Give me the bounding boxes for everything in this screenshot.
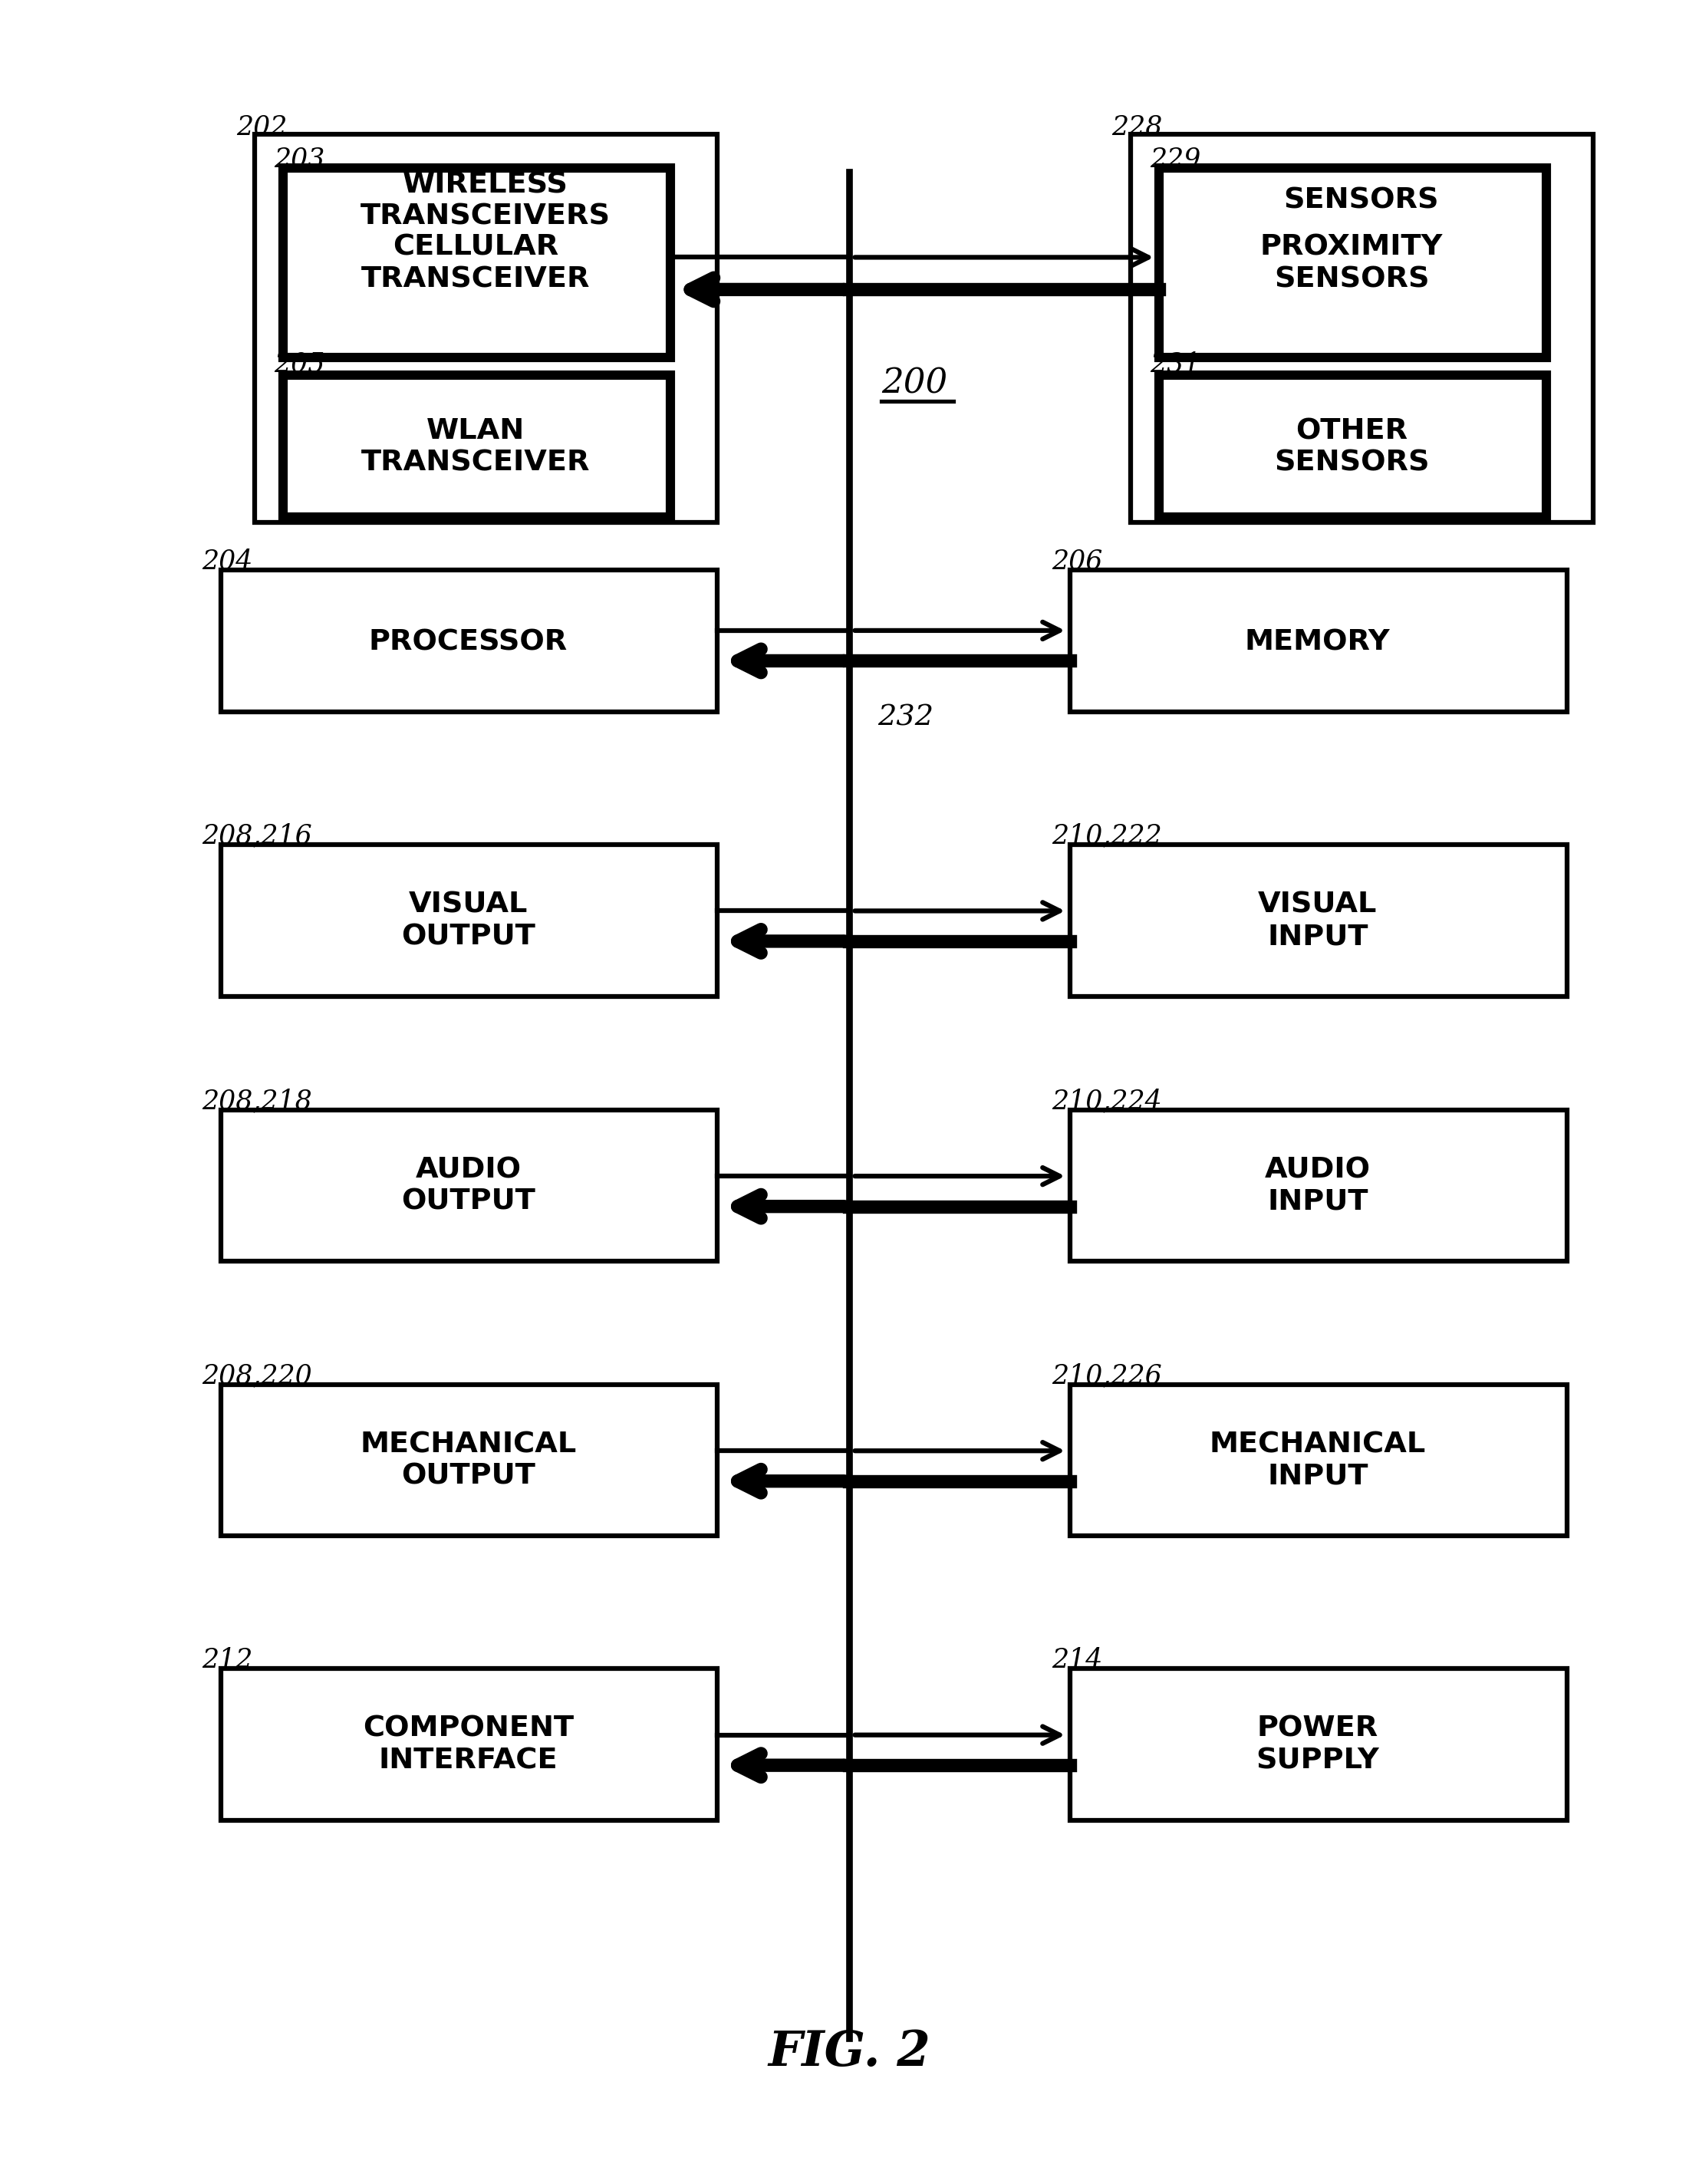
Text: VISUAL
OUTPUT: VISUAL OUTPUT	[401, 891, 535, 950]
Text: 212: 212	[202, 1647, 253, 1673]
Text: 232: 232	[878, 703, 934, 732]
Bar	[1159, 376, 1546, 518]
Text: MEMORY: MEMORY	[1245, 629, 1390, 655]
Text: MECHANICAL
INPUT: MECHANICAL INPUT	[1210, 1431, 1425, 1489]
Bar	[1070, 1669, 1566, 1819]
Text: COMPONENT
INTERFACE: COMPONENT INTERFACE	[362, 1714, 574, 1773]
Text: POWER
SUPPLY: POWER SUPPLY	[1256, 1714, 1380, 1773]
Text: VISUAL
INPUT: VISUAL INPUT	[1257, 891, 1378, 950]
Bar	[221, 570, 717, 712]
Text: 203: 203	[274, 146, 325, 173]
Bar	[221, 1109, 717, 1262]
Bar	[221, 1385, 717, 1535]
Text: 210,226: 210,226	[1052, 1363, 1162, 1389]
Text: FIG. 2: FIG. 2	[768, 2029, 931, 2077]
Text: 229: 229	[1150, 146, 1201, 173]
Text: WIRELESS
TRANSCEIVERS: WIRELESS TRANSCEIVERS	[360, 170, 610, 232]
Text: PROXIMITY
SENSORS: PROXIMITY SENSORS	[1261, 234, 1442, 293]
Bar	[255, 135, 717, 522]
Bar	[1070, 570, 1566, 712]
Text: 210,222: 210,222	[1052, 823, 1162, 850]
Text: 228: 228	[1111, 114, 1162, 140]
Text: 206: 206	[1052, 548, 1103, 574]
Text: 204: 204	[202, 548, 253, 574]
Text: 208,220: 208,220	[202, 1363, 313, 1389]
Text: 208,218: 208,218	[202, 1088, 313, 1114]
Text: SENSORS: SENSORS	[1283, 188, 1439, 214]
Text: 200: 200	[882, 367, 948, 400]
Bar	[1070, 845, 1566, 996]
Bar	[1070, 1385, 1566, 1535]
Text: AUDIO
INPUT: AUDIO INPUT	[1264, 1155, 1371, 1216]
Bar	[1070, 1109, 1566, 1262]
Bar	[284, 168, 669, 358]
Bar	[221, 845, 717, 996]
Bar	[1132, 135, 1594, 522]
Bar	[221, 1669, 717, 1819]
Text: 205: 205	[274, 352, 325, 378]
Text: 210,224: 210,224	[1052, 1088, 1162, 1114]
Text: OTHER
SENSORS: OTHER SENSORS	[1274, 417, 1429, 476]
Bar	[284, 376, 669, 518]
Text: 214: 214	[1052, 1647, 1103, 1673]
Text: 208,216: 208,216	[202, 823, 313, 850]
Text: 202: 202	[236, 114, 287, 140]
Bar	[1159, 168, 1546, 358]
Text: 231: 231	[1150, 352, 1201, 378]
Text: WLAN
TRANSCEIVER: WLAN TRANSCEIVER	[362, 417, 590, 476]
Text: AUDIO
OUTPUT: AUDIO OUTPUT	[401, 1155, 535, 1216]
Text: MECHANICAL
OUTPUT: MECHANICAL OUTPUT	[360, 1431, 576, 1489]
Text: CELLULAR
TRANSCEIVER: CELLULAR TRANSCEIVER	[362, 234, 590, 293]
Text: PROCESSOR: PROCESSOR	[369, 629, 567, 655]
